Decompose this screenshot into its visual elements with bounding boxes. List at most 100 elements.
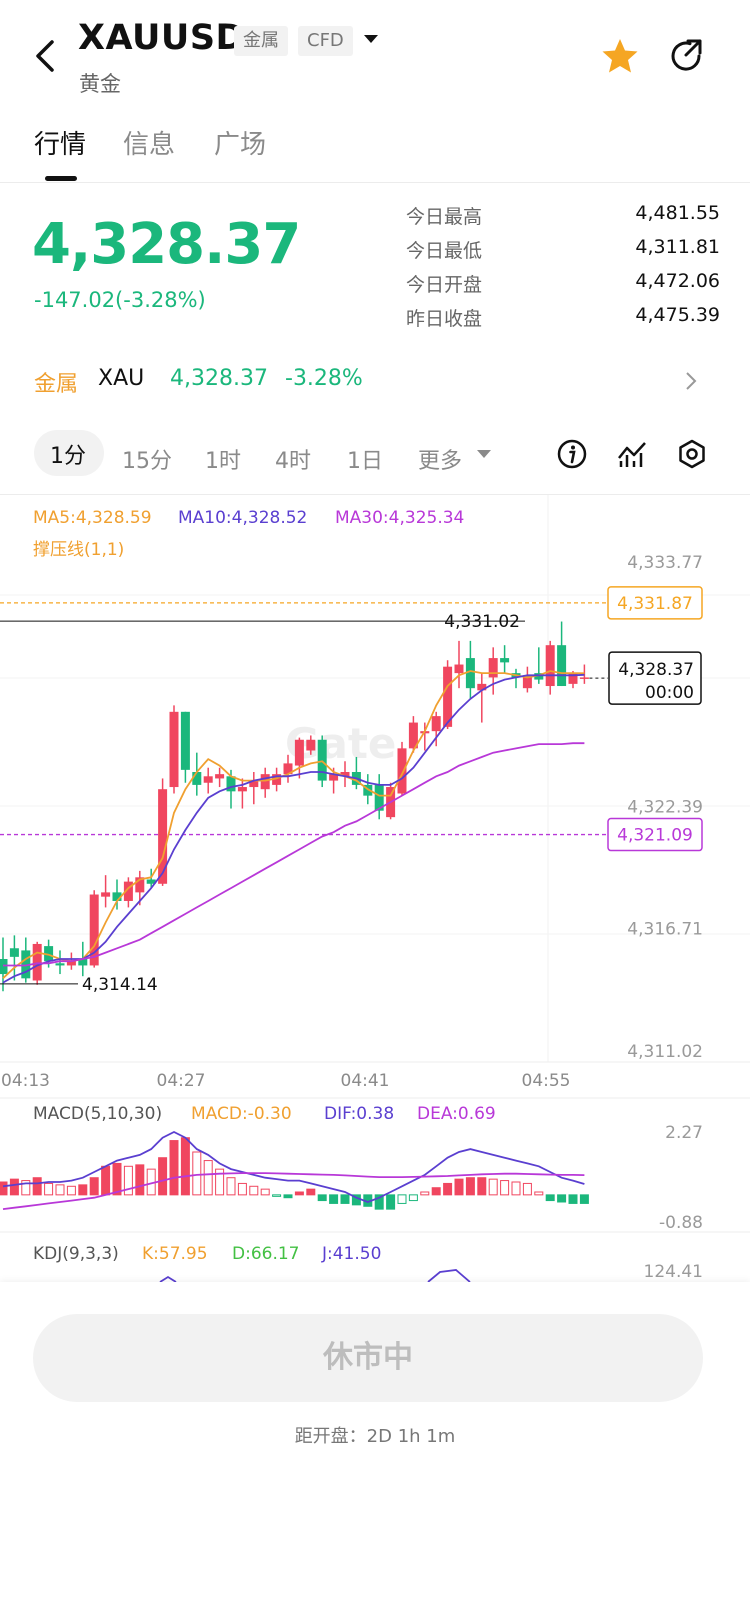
symbol-dropdown[interactable] (360, 30, 382, 50)
candle-body (249, 780, 259, 788)
timeframe-1h[interactable]: 1时 (205, 449, 241, 474)
back-button[interactable] (30, 36, 60, 76)
timeframe-more[interactable]: 更多 (418, 449, 463, 474)
candle-body (32, 943, 42, 981)
macd-bar (420, 1191, 430, 1196)
chart-settings-button[interactable] (676, 438, 708, 470)
candle-body (579, 677, 589, 679)
current-price-tag (608, 651, 702, 705)
macd-bar (226, 1177, 236, 1196)
macd-bar (203, 1160, 213, 1196)
macd-bar (465, 1177, 475, 1196)
market-closed-button[interactable]: 休市中 (33, 1314, 703, 1402)
ma-line-ma5 (2, 670, 585, 979)
legend-ma30: MA30:4,325.34 (335, 508, 465, 528)
tag-cfd: CFD (298, 26, 353, 56)
macd-bar (283, 1194, 293, 1199)
related-category: 金属 (34, 372, 79, 397)
candle-body (0, 959, 8, 975)
candle-body (169, 711, 179, 788)
share-button[interactable] (666, 36, 706, 76)
ma-line-ma10 (2, 673, 585, 984)
tab-square[interactable]: 广场 (214, 130, 267, 160)
candle-body (260, 774, 270, 790)
candle-body (340, 772, 350, 777)
tab-info[interactable]: 信息 (123, 130, 176, 160)
symbol-subtitle: 黄金 (79, 72, 121, 96)
kdj-j-line (427, 1269, 471, 1282)
macd-bar (21, 1180, 31, 1196)
macd-title: MACD(5,10,30) (33, 1104, 163, 1124)
price-axis-label: 4,322.39 (627, 798, 703, 818)
candle-body (397, 748, 407, 794)
macd-bar (249, 1185, 259, 1196)
legend-ma5: MA5:4,328.59 (33, 508, 152, 528)
macd-bar (44, 1182, 54, 1196)
macd-bar (500, 1180, 510, 1196)
info-button[interactable] (556, 438, 588, 470)
candle-body (146, 879, 156, 884)
time-axis-label: 04:41 (341, 1071, 390, 1091)
stat-value-low: 4,311.81 (635, 236, 720, 258)
candle-body (44, 946, 54, 962)
macd-bar (408, 1194, 418, 1202)
candle-body (215, 774, 225, 779)
chart-indicator-icon (618, 442, 646, 467)
candle-body (135, 877, 145, 893)
current-price-value: 4,328.37 (618, 660, 694, 680)
macd-bar (123, 1165, 133, 1196)
macd-bar (386, 1194, 396, 1210)
share-icon (671, 39, 702, 71)
price-axis-label: 4,316.71 (627, 920, 703, 940)
legend-support: 撑压线(1,1) (33, 540, 125, 560)
chevron-right-icon (686, 372, 697, 390)
timeframe-4h[interactable]: 4时 (275, 449, 311, 474)
tabs-divider (0, 182, 750, 183)
price-axis-label: 4,311.02 (627, 1042, 703, 1062)
macd-bar (135, 1164, 145, 1196)
candle-body (329, 774, 339, 781)
indicator-button[interactable] (616, 438, 648, 470)
tab-market[interactable]: 行情 (34, 130, 87, 160)
macd-bar (557, 1194, 567, 1203)
macd-bar (169, 1140, 179, 1196)
timeframe-15m[interactable]: 15分 (122, 449, 172, 474)
macd-bar (431, 1187, 441, 1196)
candle-body (454, 664, 464, 674)
candle-body (66, 961, 76, 966)
kdj-j: J:41.50 (322, 1244, 382, 1264)
star-icon (602, 39, 638, 73)
candle-body (112, 892, 122, 901)
macd-bar (158, 1157, 168, 1196)
macd-bar (272, 1194, 282, 1197)
macd-bar (260, 1188, 270, 1196)
stat-label-low: 今日最低 (406, 240, 483, 262)
candlestick-chart[interactable]: 4,333.77 4,322.39 4,316.71 4,311.02 4,331.87… (0, 0, 750, 1282)
candle-body (272, 774, 282, 785)
favorite-button[interactable] (600, 36, 640, 76)
candle-body (21, 950, 31, 979)
candle-body (534, 673, 544, 680)
macd-bar (101, 1165, 111, 1196)
time-axis-label: 04:55 (522, 1071, 571, 1091)
settings-hexagon-icon (679, 439, 705, 469)
macd-bar (374, 1194, 384, 1210)
related-market-row[interactable]: 金属 XAU 4,328.37 -3.28% (0, 356, 750, 406)
candle-body (180, 711, 190, 770)
macd-bar (454, 1178, 464, 1196)
caret-down-icon (364, 35, 378, 43)
candle-body (545, 645, 555, 687)
timeframe-1m[interactable]: 1分 (34, 430, 104, 476)
candle-body (363, 784, 373, 796)
macd-axis-bottom: -0.88 (659, 1213, 703, 1233)
related-change: -3.28% (285, 366, 363, 391)
macd-bar (55, 1184, 65, 1196)
timeframe-1d[interactable]: 1日 (347, 449, 383, 474)
macd-bar (0, 1181, 8, 1196)
caret-down-icon (477, 450, 491, 458)
related-price: 4,328.37 (170, 366, 268, 391)
macd-dif: DIF:0.38 (324, 1104, 395, 1124)
stat-label-high: 今日最高 (406, 206, 483, 228)
last-price: 4,328.37 (32, 212, 301, 277)
kdj-j-line (159, 1275, 177, 1282)
